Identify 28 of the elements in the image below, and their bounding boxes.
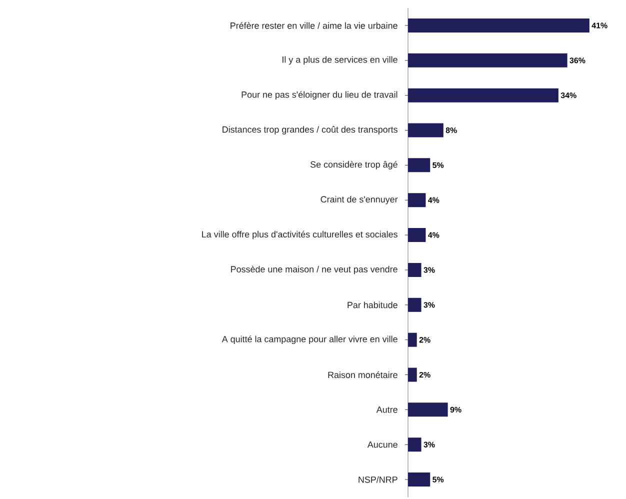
bar (408, 438, 422, 452)
bar (408, 158, 430, 172)
y-tick-label: Préfère rester en ville / aime la vie urbaine (230, 22, 398, 29)
bar (408, 262, 422, 277)
y-tick-label: Aucune (367, 441, 398, 448)
y-tick-label: Possède une maison / ne veut pas vendre (231, 266, 398, 274)
bar (408, 472, 430, 487)
bar (408, 18, 590, 32)
bar (408, 332, 417, 347)
y-tick-label: Autre (376, 406, 398, 413)
bar (408, 123, 444, 138)
bar (408, 368, 417, 382)
y-tick-label: A quitté la campagne pour aller vivre en ville (222, 336, 398, 344)
bar (408, 228, 426, 242)
y-tick-label: Raison monétaire (328, 371, 398, 378)
bar (408, 88, 558, 102)
y-tick-label: La ville offre plus d'activités culturelles et sociales (202, 230, 398, 240)
bar (408, 193, 426, 208)
bar (408, 53, 568, 68)
y-tick-label: Par habitude (348, 302, 398, 308)
bar (408, 402, 448, 417)
y-tick-label: Distances trop grandes / coût des transports (222, 126, 398, 134)
y-tick-label: NSP/NRP (358, 476, 398, 483)
y-tick-label: Il y a plus de services en ville (282, 56, 398, 65)
y-tick-label: Se considère trop âgé (310, 160, 398, 170)
y-tick-label: Pour ne pas s'éloigner du lieu de travail (242, 91, 398, 100)
y-tick-label: Craint de s'ennuyer (320, 196, 398, 204)
bar (408, 298, 422, 312)
